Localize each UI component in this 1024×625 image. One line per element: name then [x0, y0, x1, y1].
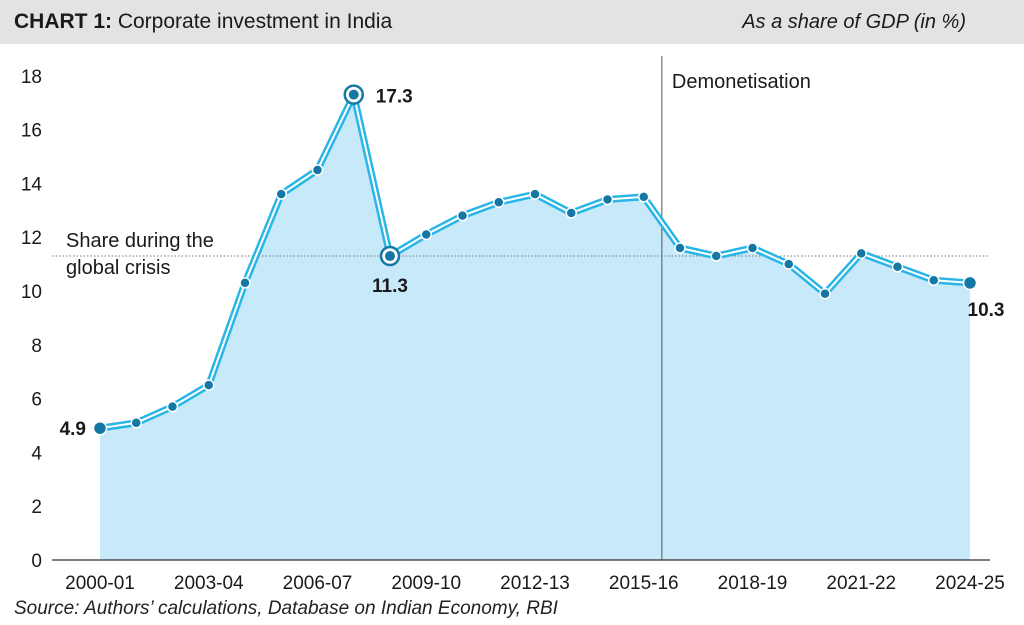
data-point [275, 188, 287, 200]
source-note: Source: Authors’ calculations, Database … [14, 598, 558, 619]
chart-title-text: Corporate investment in India [112, 10, 393, 33]
x-tick-label: 2015-16 [609, 573, 679, 594]
data-point [456, 209, 469, 222]
data-point [710, 250, 722, 262]
data-point [385, 251, 395, 262]
y-tick-label: 14 [21, 174, 43, 195]
data-point [891, 261, 904, 273]
data-label: 4.9 [60, 419, 86, 440]
data-point [239, 277, 251, 289]
data-point [638, 191, 650, 203]
y-tick-label: 8 [31, 336, 42, 357]
data-point [493, 196, 505, 208]
data-point [203, 379, 215, 391]
x-tick-label: 2018-19 [718, 573, 788, 594]
data-point [819, 287, 831, 300]
data-point [420, 228, 432, 241]
chart-header: CHART 1: Corporate investment in India A… [0, 0, 1024, 44]
data-label: 10.3 [968, 300, 1005, 321]
y-tick-label: 18 [21, 67, 42, 88]
data-point [348, 89, 359, 100]
y-tick-label: 12 [21, 228, 42, 249]
axis-layer: 0 2 4 6 8 10 12 14 16 18 2000-01 2003-04 2006-07 2009… [21, 67, 1005, 594]
data-point [529, 188, 541, 200]
marker-layer [92, 84, 978, 436]
data-label: 17.3 [376, 87, 413, 108]
x-tick-label: 2006-07 [283, 573, 353, 594]
data-point [674, 242, 686, 254]
data-point [601, 193, 614, 206]
data-label: 11.3 [372, 276, 408, 297]
reference-label-line1: Share during the [66, 230, 214, 252]
reference-layer: Share during the global crisis Demonetisat… [52, 56, 990, 560]
y-tick-label: 0 [31, 551, 42, 572]
y-tick-label: 16 [21, 121, 42, 142]
area-fill [100, 94, 970, 560]
data-point [962, 275, 978, 291]
x-tick-label: 2012-13 [500, 573, 570, 594]
data-point [746, 242, 759, 254]
area-layer [100, 94, 970, 560]
data-point [928, 274, 940, 286]
data-point [565, 207, 577, 219]
x-tick-label: 2000-01 [65, 573, 135, 594]
y-tick-label: 10 [21, 282, 42, 303]
x-tick-label: 2024-25 [935, 573, 1005, 594]
event-label: Demonetisation [672, 71, 811, 93]
data-point [92, 420, 108, 436]
x-tick-label: 2009-10 [391, 573, 461, 594]
y-tick-label: 6 [31, 390, 42, 411]
chart-subtitle: As a share of GDP (in %) [742, 10, 966, 33]
line-area-chart: Share during the global crisis Demonetisat… [21, 56, 1005, 594]
x-tick-label: 2003-04 [174, 573, 244, 594]
data-point [783, 258, 795, 270]
data-point [855, 247, 867, 260]
x-tick-label: 2021-22 [826, 573, 896, 594]
reference-label-line2: global crisis [66, 257, 170, 279]
chart-title: CHART 1: Corporate investment in India [14, 10, 392, 34]
chart-number: CHART 1: [14, 10, 112, 33]
data-point [130, 417, 142, 429]
label-layer: 4.9 17.3 11.3 10.3 [60, 87, 1005, 441]
data-point [166, 400, 179, 413]
y-tick-label: 4 [31, 443, 42, 464]
y-tick-label: 2 [31, 497, 42, 518]
data-point [311, 164, 324, 176]
